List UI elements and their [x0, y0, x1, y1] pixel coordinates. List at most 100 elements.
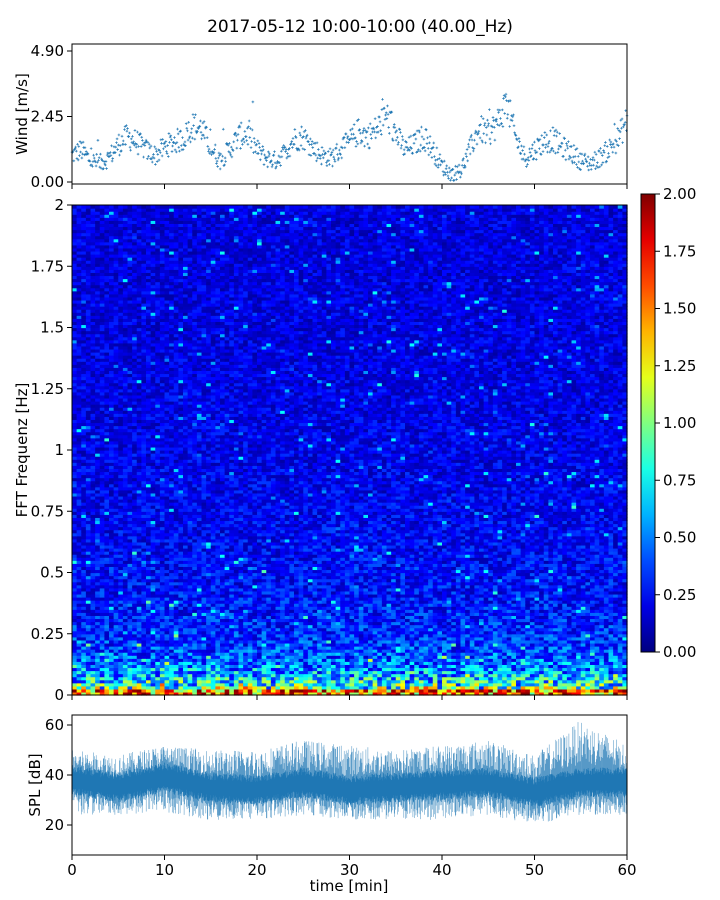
heatmap-cell: [483, 691, 489, 696]
wind-point: [528, 151, 532, 154]
heatmap-cell: [118, 676, 124, 681]
heatmap-cell: [349, 676, 355, 681]
wind-point: [446, 174, 450, 178]
heatmap-cell: [543, 685, 549, 690]
heatmap-cell: [414, 679, 420, 684]
wind-point: [425, 128, 428, 132]
wind-point: [376, 130, 380, 134]
heatmap-cell: [465, 688, 471, 693]
heatmap-cell: [307, 676, 314, 681]
heatmap-cell: [72, 673, 78, 678]
wind-point: [141, 143, 145, 146]
heatmap-cell: [405, 682, 411, 687]
heatmap-cell: [557, 682, 563, 687]
wind-point: [530, 154, 533, 158]
wind-point: [595, 164, 599, 168]
wind-point: [490, 131, 494, 134]
wind-point: [184, 122, 188, 125]
wind-point: [397, 140, 400, 144]
wind-point: [212, 151, 216, 154]
heatmap-cell: [395, 679, 401, 684]
wind-point: [84, 152, 87, 156]
heatmap-cell: [192, 685, 198, 690]
heatmap-cell: [479, 676, 485, 681]
wind-point: [370, 127, 374, 130]
heatmap-cell: [437, 688, 443, 693]
heatmap-cell: [104, 682, 110, 687]
wind-point: [321, 156, 325, 160]
heatmap-cell: [381, 673, 388, 678]
heatmap-cell: [488, 685, 494, 690]
heatmap-cell: [451, 673, 457, 678]
wind-point: [496, 123, 499, 126]
heatmap-cell: [284, 691, 290, 696]
wind-point: [430, 156, 434, 159]
heatmap-cell: [294, 682, 300, 687]
heatmap-cell: [298, 688, 304, 693]
wind-point: [172, 141, 176, 145]
wind-point: [470, 138, 474, 142]
heatmap-cell: [289, 676, 295, 681]
heatmap-cell: [192, 688, 198, 693]
wind-point: [280, 155, 284, 159]
heatmap-cell: [377, 688, 383, 693]
wind-point: [484, 141, 487, 145]
heatmap-cell: [90, 691, 96, 696]
wind-point: [154, 147, 158, 151]
heatmap-cell: [196, 682, 203, 687]
wind-point: [228, 141, 231, 145]
heatmap-cell: [488, 673, 494, 678]
wind-point: [270, 159, 273, 163]
wind-point: [275, 165, 278, 168]
heatmap-cell: [335, 673, 341, 678]
wind-point: [596, 161, 599, 164]
wind-point: [319, 154, 323, 158]
wind-point: [517, 145, 520, 149]
heatmap-cell: [506, 688, 512, 693]
heatmap-cell: [159, 670, 166, 675]
wind-point: [229, 145, 233, 149]
wind-point: [599, 151, 603, 155]
wind-point: [422, 137, 426, 141]
wind-point: [356, 142, 360, 146]
wind-point: [605, 159, 608, 163]
wind-point: [168, 135, 172, 139]
wind-point: [249, 146, 253, 149]
wind-point: [591, 156, 595, 159]
wind-axes-frame: [71, 43, 628, 185]
wind-point: [431, 146, 435, 149]
heatmap-cell: [576, 679, 582, 684]
wind-point: [215, 159, 219, 163]
wind-point: [373, 130, 376, 134]
wind-point: [596, 166, 600, 169]
wind-point: [508, 125, 512, 128]
heatmap-cell: [335, 688, 341, 693]
heatmap-cell: [85, 685, 92, 690]
heatmap-cell: [460, 688, 466, 693]
wind-point: [194, 113, 197, 117]
wind-point: [443, 171, 447, 174]
heatmap-cell: [479, 691, 485, 696]
wind-point: [603, 144, 607, 147]
wind-point: [346, 136, 349, 140]
wind-point: [147, 154, 150, 158]
heatmap-cell: [580, 682, 586, 687]
wind-point: [573, 161, 576, 164]
wind-point: [327, 159, 331, 162]
wind-point: [534, 158, 538, 161]
wind-point: [123, 128, 126, 131]
heatmap-cell: [210, 691, 216, 696]
wind-point: [535, 150, 539, 154]
heatmap-cell: [613, 679, 619, 684]
heatmap-cell: [409, 676, 415, 681]
heatmap-cell: [247, 676, 253, 681]
heatmap-cell: [307, 688, 314, 693]
heatmap-cell: [275, 673, 281, 678]
heatmap-cell: [603, 691, 610, 696]
heatmap-cell: [585, 679, 591, 684]
wind-point: [589, 168, 593, 171]
wind-point: [449, 178, 452, 182]
wind-point: [426, 136, 429, 140]
wind-point: [593, 150, 597, 154]
heatmap-cell: [594, 685, 600, 690]
